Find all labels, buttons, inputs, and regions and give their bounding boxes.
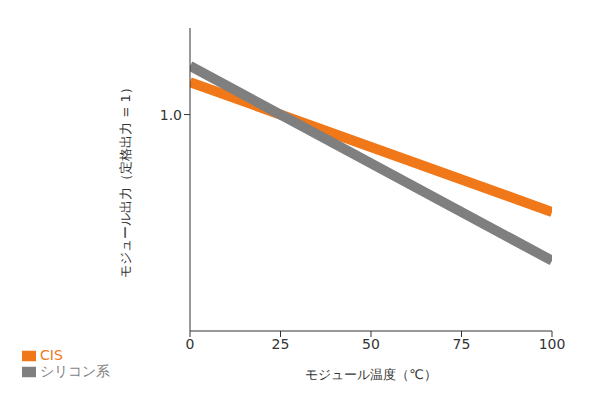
html-text:シリコン系: シリコン系 bbox=[40, 363, 110, 379]
svg-text:モジュール温度（℃）: モジュール温度（℃） bbox=[305, 367, 437, 382]
svg-text:25: 25 bbox=[272, 336, 290, 352]
svg-text:75: 75 bbox=[453, 336, 471, 352]
svg-text:1.0: 1.0 bbox=[160, 107, 182, 123]
svg-text:50: 50 bbox=[362, 336, 380, 352]
svg-text:100: 100 bbox=[539, 336, 566, 352]
svg-text:モジュール出力（定格出力 = 1）: モジュール出力（定格出力 = 1） bbox=[118, 81, 133, 277]
html-text:CIS: CIS bbox=[40, 347, 63, 363]
svg-text:0: 0 bbox=[186, 336, 195, 352]
